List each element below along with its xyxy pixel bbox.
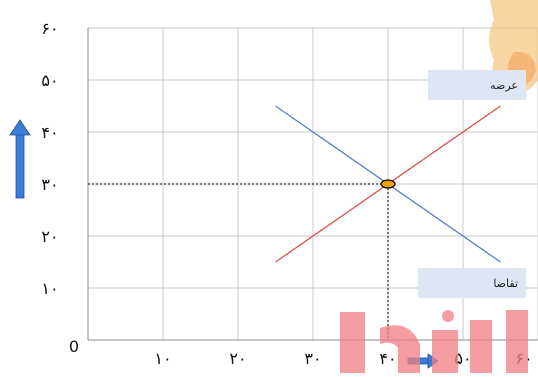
x-tick-label: ۴۰ [379,349,396,368]
y-tick-label: ۳۰ [41,175,58,194]
points-group [380,179,396,189]
watermark-logo-bottom [270,300,538,373]
supply-label: عرضه [428,70,526,100]
y-tick-label: ۱۰ [41,279,58,298]
up-arrow-shaft [15,133,25,199]
equilibrium-point [380,179,396,189]
y-tick-label: ۵۰ [41,71,58,90]
y-tick-label: ۴۰ [41,123,58,142]
demand-label: تقاضا [418,268,526,298]
y-tick-label: ۲۰ [41,227,58,246]
up-arrow-head [9,119,31,136]
x-tick-label: ۳۰ [304,349,321,368]
equilibrium-guides [88,183,389,340]
y-tick-label: ۶۰ [41,19,58,38]
x-tick-label: ۵۰ [454,349,471,368]
origin-label: 0 [69,337,79,356]
x-tick-label: ۱۰ [154,349,171,368]
x-tick-label: ۲۰ [229,349,246,368]
